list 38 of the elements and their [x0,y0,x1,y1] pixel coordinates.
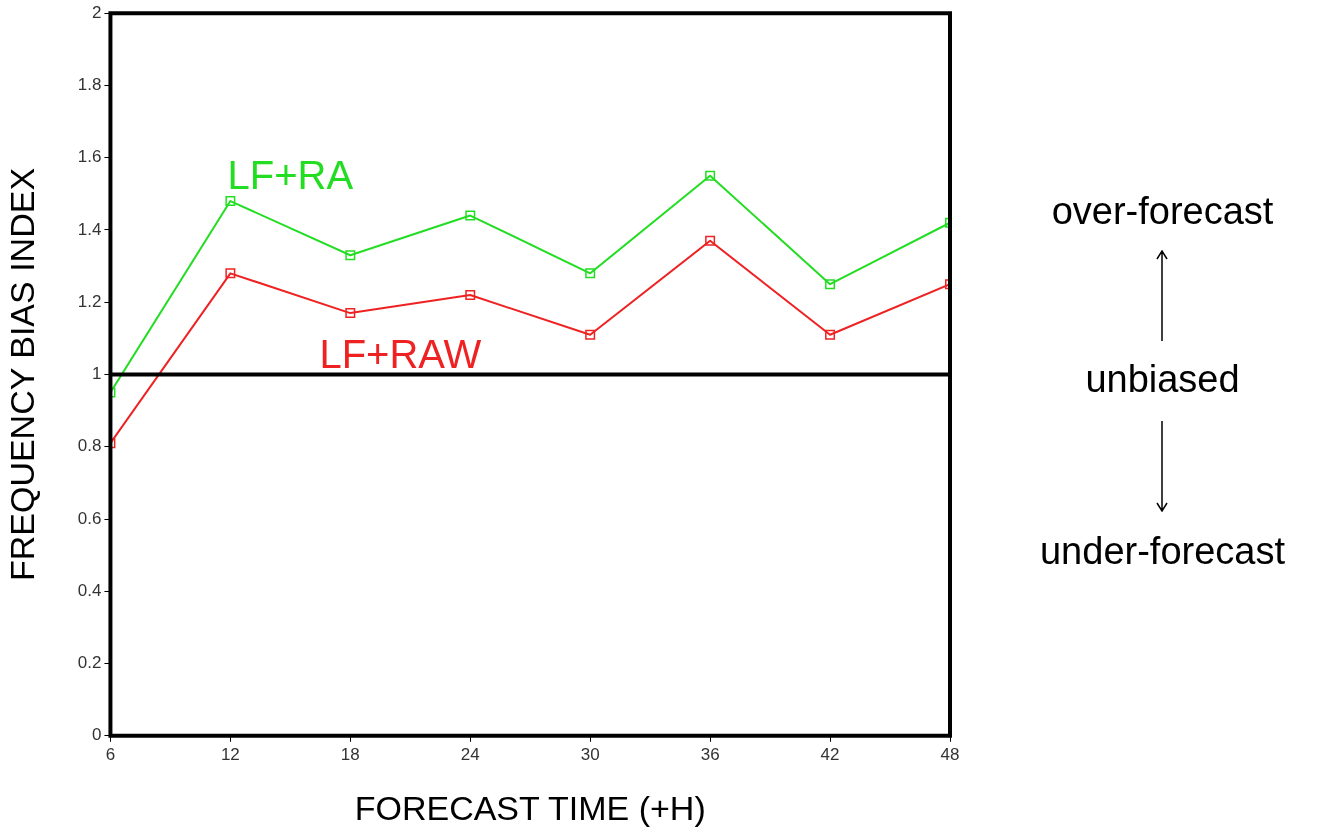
y-tick-label: 1 [91,364,102,384]
point [465,210,476,221]
point [705,235,716,246]
y-tick-label: 0.2 [77,653,102,673]
point [225,196,236,207]
y-tick-label: 1.4 [77,219,102,239]
point [705,170,716,181]
text: under-forecast [1039,530,1286,573]
point [825,279,836,290]
y-tick-label: 2 [91,2,102,22]
point [585,329,596,340]
x-tick-label: 30 [580,744,600,764]
y-tick-label: 0.6 [77,508,102,528]
text: over-forecast [1050,190,1275,233]
y-axis-title: FREQUENCY BIAS INDEX [2,167,41,582]
point [585,268,596,279]
x-tick-label: 24 [460,744,480,764]
y-tick-label: 0.8 [77,436,102,456]
series-label: LF+RAW [319,332,482,377]
x-tick-label: 36 [700,744,720,764]
y-tick-label: 0 [91,725,102,745]
point [825,329,836,340]
point [465,290,476,301]
point [345,250,356,261]
y-tick-label: 1.8 [77,75,102,95]
y-tick-label: 1.2 [77,291,102,311]
y-tick-label: 1.6 [77,147,102,167]
text: unbiased [1084,358,1241,401]
x-tick-label: 6 [105,744,116,764]
x-tick-label: 12 [220,744,240,764]
x-tick-label: 42 [820,744,840,764]
x-axis-title: FORECAST TIME (+H) [354,788,706,827]
point [345,308,356,319]
series-label: LF+RA [227,153,354,198]
x-tick-label: 18 [340,744,360,764]
x-tick-label: 48 [940,744,960,764]
y-tick-label: 0.4 [77,580,102,600]
point [225,268,236,279]
